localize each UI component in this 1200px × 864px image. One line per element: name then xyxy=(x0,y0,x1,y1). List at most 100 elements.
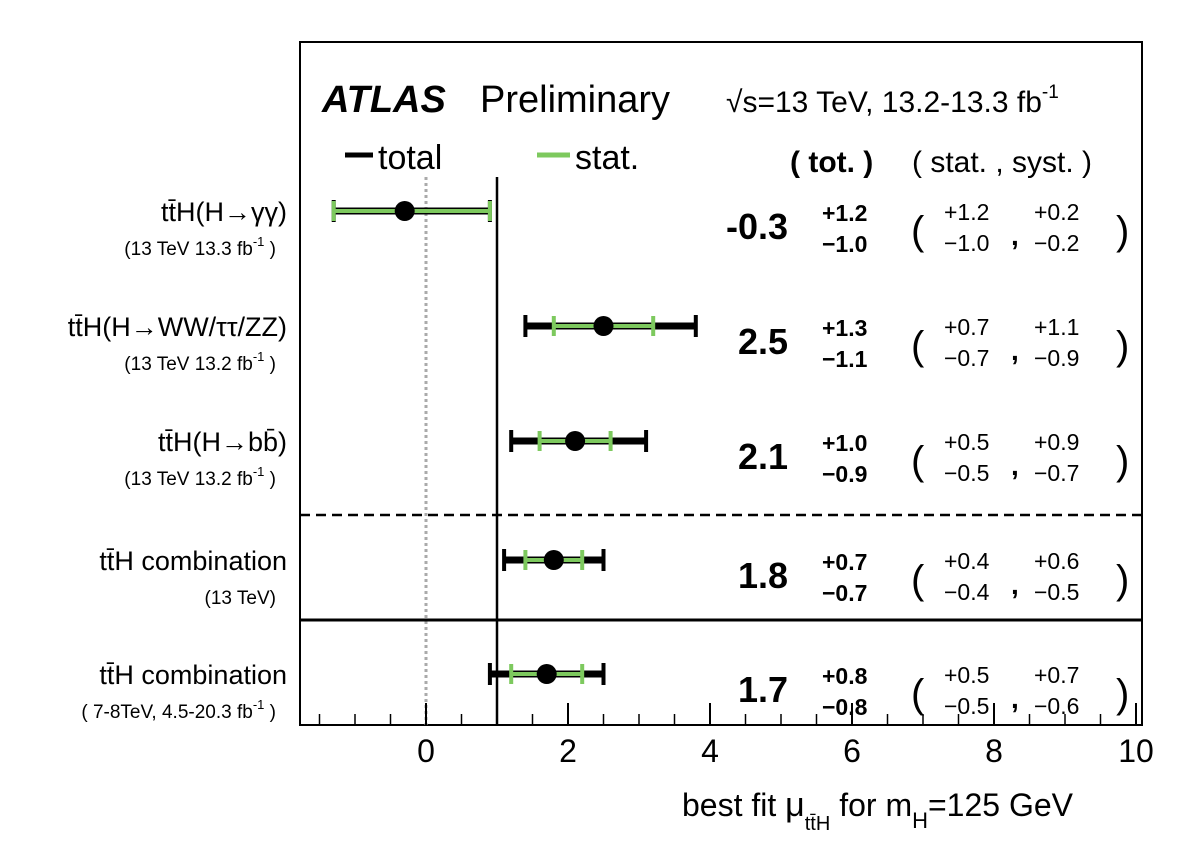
row-stat-down: −0.7 xyxy=(944,345,989,371)
header-atlas: ATLAS xyxy=(321,79,446,121)
x-axis-label-prefix: best fit xyxy=(682,787,785,823)
comma: , xyxy=(1011,450,1019,481)
row-total-up: +0.8 xyxy=(822,663,868,689)
row-sublabel: ( 7-8TeV, 4.5-20.3 fb-1 ) xyxy=(81,697,276,723)
plot-frame xyxy=(299,41,1143,726)
open-paren: ( xyxy=(911,439,925,483)
close-paren: ) xyxy=(1116,672,1129,716)
row-label: tt̄H(H→bb̄) xyxy=(158,427,287,457)
central-value-point xyxy=(565,431,586,451)
close-paren: ) xyxy=(1116,439,1129,483)
row-total-down: −0.8 xyxy=(822,694,868,720)
open-paren: ( xyxy=(911,324,925,368)
central-value-point xyxy=(543,550,564,570)
row-stat-down: −0.4 xyxy=(944,579,990,605)
x-axis: 0 2 4 6 8 10 xyxy=(318,703,1154,769)
row-sublabel: (13 TeV 13.2 fb-1 ) xyxy=(124,464,276,490)
open-paren: ( xyxy=(911,209,925,253)
row-sublabel-end: ) xyxy=(264,702,276,723)
x-axis-label-m-sub: H xyxy=(912,808,928,833)
row-label: tt̄H(H→WW/ττ/ZZ) xyxy=(68,312,287,342)
x-tick-label: 4 xyxy=(701,733,719,769)
central-value-point xyxy=(536,664,557,684)
row-stat-up: +0.5 xyxy=(944,429,989,455)
close-paren: ) xyxy=(1116,209,1129,253)
legend-total-label: total xyxy=(378,139,442,177)
row-sublabel: (13 TeV 13.3 fb-1 ) xyxy=(124,234,276,260)
x-axis-label: best fit μtt̄H for mH=125 GeV xyxy=(682,786,1074,835)
row-labels: tt̄H(H→γγ)(13 TeV 13.3 fb-1 )-0.3 +1.2−1.… xyxy=(68,197,1130,723)
legend-stat-syst-header: ( stat. , syst. ) xyxy=(912,146,1092,179)
row-sublabel-sup: -1 xyxy=(253,697,265,712)
row-total-up: +0.7 xyxy=(822,549,867,575)
row-stat-down: −1.0 xyxy=(944,230,989,256)
central-value-point xyxy=(593,316,614,336)
row-syst-down: −0.2 xyxy=(1034,230,1079,256)
row-syst-down: −0.6 xyxy=(1034,693,1079,719)
x-tick-label: 0 xyxy=(417,733,435,769)
row-sublabel-text: (13 TeV 13.2 fb xyxy=(124,354,253,375)
row-value: 2.1 xyxy=(738,436,788,477)
x-tick-label: 2 xyxy=(559,733,577,769)
chart-marks xyxy=(331,200,698,685)
row-total-down: −0.9 xyxy=(822,461,867,487)
row-syst-up: +0.9 xyxy=(1034,429,1079,455)
header-preliminary: Preliminary xyxy=(480,79,670,121)
row-syst-down: −0.7 xyxy=(1034,460,1079,486)
comma: , xyxy=(1011,569,1019,600)
row-sublabel-text: (13 TeV) xyxy=(205,588,276,609)
row-total-up: +1.2 xyxy=(822,200,867,226)
row-stat-up: +0.5 xyxy=(944,662,989,688)
sqrt-symbol: √ xyxy=(726,86,743,119)
header-energy: √s=13 TeV, 13.2-13.3 fb-1 xyxy=(726,82,1059,119)
row-value: 1.7 xyxy=(738,669,788,710)
row-label: tt̄H(H→γγ) xyxy=(161,197,287,227)
row-sublabel-sup: -1 xyxy=(253,464,265,479)
row-total-down: −1.1 xyxy=(822,346,868,372)
comma: , xyxy=(1011,220,1019,251)
comma: , xyxy=(1011,683,1019,714)
row-sublabel-text: (13 TeV 13.3 fb xyxy=(124,239,253,260)
row-syst-up: +0.7 xyxy=(1034,662,1079,688)
row-sublabel-end: ) xyxy=(264,354,276,375)
close-paren: ) xyxy=(1116,558,1129,602)
x-tick-label: 6 xyxy=(843,733,861,769)
row-total-down: −1.0 xyxy=(822,231,867,257)
comma: , xyxy=(1011,335,1019,366)
row-syst-down: −0.9 xyxy=(1034,345,1079,371)
row-syst-up: +0.2 xyxy=(1034,199,1079,225)
central-value-point xyxy=(394,201,415,221)
close-paren: ) xyxy=(1116,324,1129,368)
row-label: tt̄H combination xyxy=(99,546,287,576)
row-stat-up: +1.2 xyxy=(944,199,989,225)
row-stat-down: −0.5 xyxy=(944,460,989,486)
x-axis-label-mu-sub: tt̄H xyxy=(805,813,831,835)
header-energy-text: s=13 TeV, 13.2-13.3 fb xyxy=(742,86,1041,119)
legend-tot-header: ( tot. ) xyxy=(790,146,873,179)
row-syst-down: −0.5 xyxy=(1034,579,1079,605)
row-syst-up: +1.1 xyxy=(1034,314,1079,340)
row-sublabel: (13 TeV 13.2 fb-1 ) xyxy=(124,349,276,375)
row-stat-up: +0.4 xyxy=(944,548,990,574)
row-value: 2.5 xyxy=(738,321,788,362)
x-axis-label-mu: μ xyxy=(785,786,805,824)
row-total-down: −0.7 xyxy=(822,580,867,606)
row-value: 1.8 xyxy=(738,555,788,596)
row-total-up: +1.0 xyxy=(822,430,867,456)
x-axis-label-mid: for m xyxy=(830,787,912,823)
row-total-up: +1.3 xyxy=(822,315,867,341)
row-sublabel-end: ) xyxy=(264,239,276,260)
row-sublabel-sup: -1 xyxy=(253,349,265,364)
x-tick-label: 8 xyxy=(985,733,1003,769)
x-tick-label: 10 xyxy=(1118,733,1154,769)
row-syst-up: +0.6 xyxy=(1034,548,1079,574)
row-sublabel-text: (13 TeV 13.2 fb xyxy=(124,469,253,490)
row-value: -0.3 xyxy=(726,206,788,247)
open-paren: ( xyxy=(911,672,925,716)
row-sublabel: (13 TeV) xyxy=(205,588,276,609)
row-stat-down: −0.5 xyxy=(944,693,989,719)
header-energy-sup: -1 xyxy=(1042,82,1059,103)
x-axis-label-suffix: =125 GeV xyxy=(928,787,1074,823)
row-sublabel-text: ( 7-8TeV, 4.5-20.3 fb xyxy=(81,702,252,723)
